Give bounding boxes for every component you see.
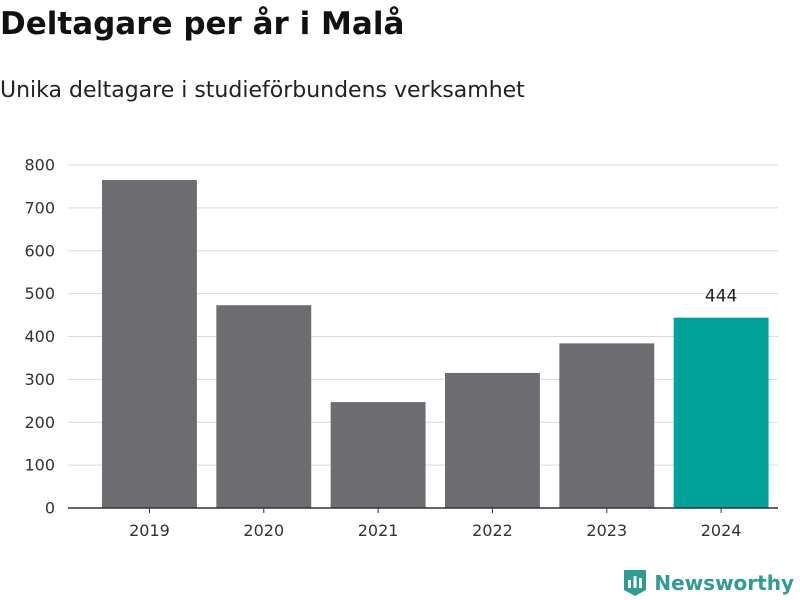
x-tick-label: 2022	[472, 521, 513, 540]
x-tick-label: 2019	[129, 521, 170, 540]
bars	[102, 180, 769, 508]
chart-subtitle: Unika deltagare i studieförbundens verks…	[0, 78, 525, 103]
brand-name: Newsworthy	[654, 571, 794, 595]
x-tick-label: 2023	[586, 521, 627, 540]
bar-2023	[559, 343, 655, 508]
y-tick-label: 0	[45, 499, 55, 518]
y-tick-label: 200	[24, 413, 55, 432]
x-tick-label: 2020	[243, 521, 284, 540]
y-tick-label: 300	[24, 370, 55, 389]
labels: 0 100 200 300 400 500 600 700 800 2019 2020 2021 202…	[24, 156, 741, 541]
x-tick-label: 2024	[701, 521, 742, 540]
bar-2020	[216, 305, 312, 508]
y-tick-label: 500	[24, 284, 55, 303]
chart-title: Deltagare per år i Malå	[0, 6, 405, 42]
data-label: 444	[705, 287, 737, 307]
bar-2021	[330, 402, 426, 508]
axes	[68, 507, 778, 513]
bar-2024	[673, 317, 769, 508]
newsworthy-logo: Newsworthy	[622, 568, 794, 598]
y-tick-label: 800	[24, 156, 55, 175]
y-tick-label: 100	[24, 456, 55, 475]
y-tick-label: 600	[24, 241, 55, 260]
y-tick-label: 700	[24, 198, 55, 217]
y-tick-label: 400	[24, 327, 55, 346]
x-tick-label: 2021	[358, 521, 399, 540]
newsworthy-logo-icon	[624, 570, 647, 596]
bar-2019	[102, 180, 197, 508]
bar-2022	[445, 372, 540, 508]
